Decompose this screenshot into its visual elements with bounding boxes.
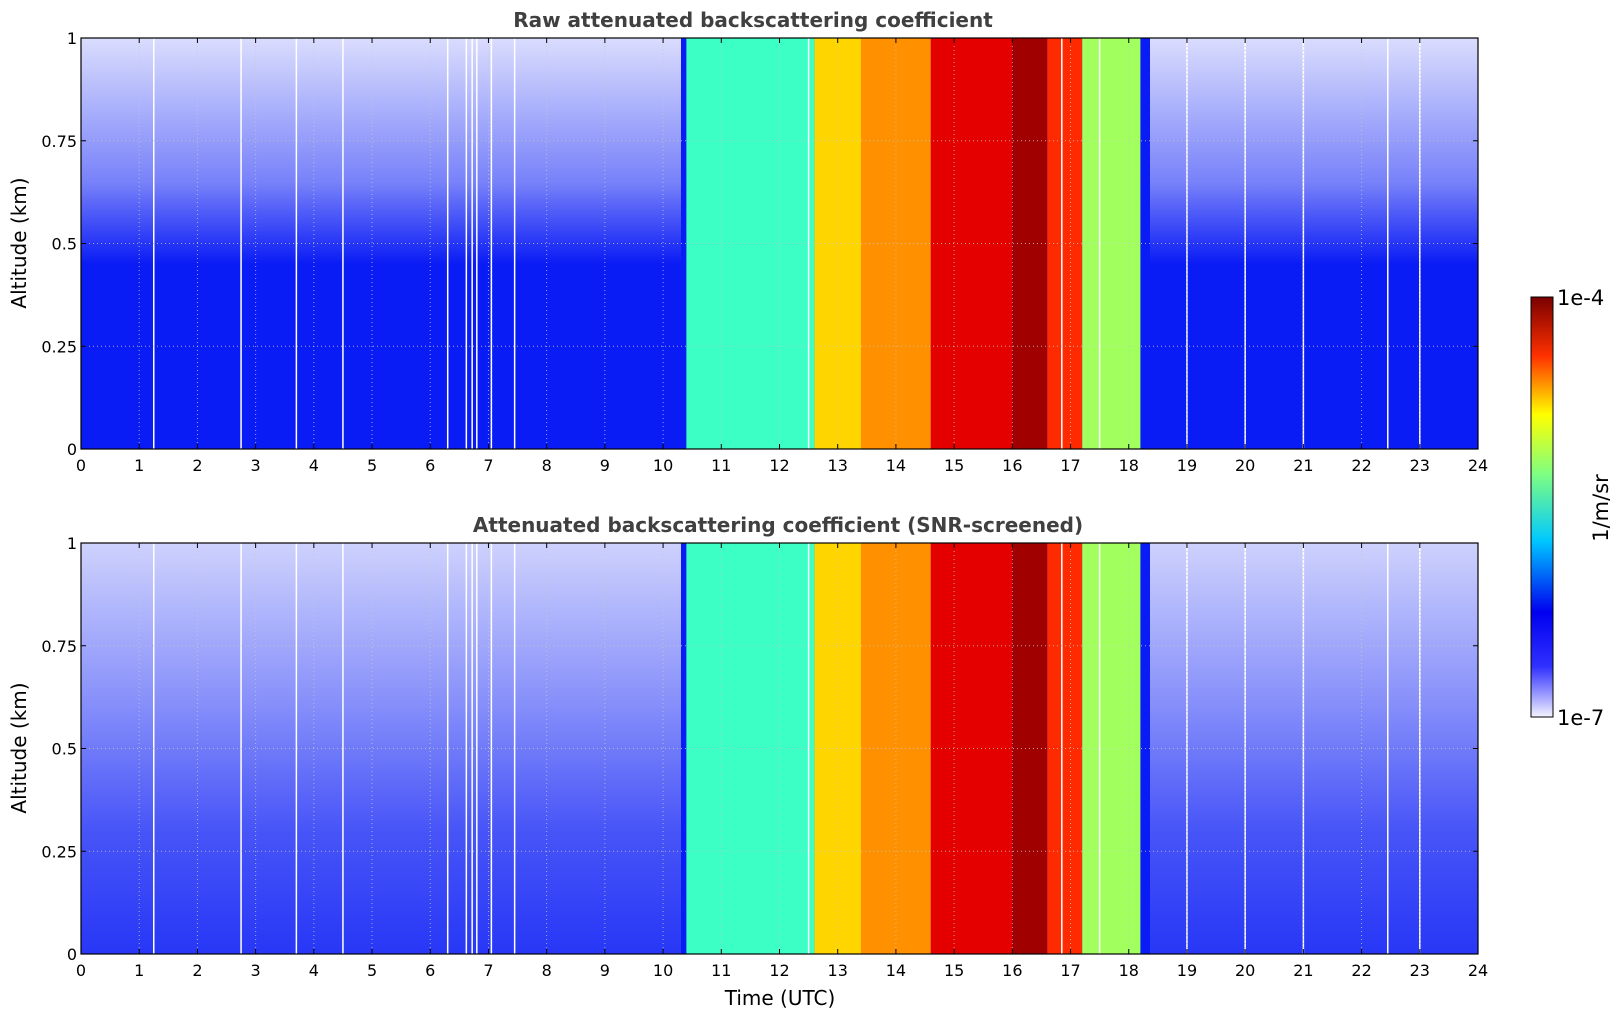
- y-tick-label: 0.5: [52, 740, 77, 759]
- cloud-layer-5: [1047, 543, 1083, 954]
- colorbar-min-label: 1e-7: [1557, 706, 1604, 730]
- x-tick-label: 7: [483, 456, 493, 475]
- x-tick-label: 0: [76, 961, 86, 980]
- x-tick-label: 21: [1293, 456, 1313, 475]
- panel-raw: Raw attenuated backscattering coefficien…: [7, 8, 1488, 475]
- y-tick-label: 0.25: [41, 337, 77, 356]
- x-tick-label: 11: [711, 961, 731, 980]
- x-tick-label: 3: [251, 961, 261, 980]
- x-tick-label: 4: [309, 961, 319, 980]
- x-tick-label: 14: [886, 456, 906, 475]
- x-tick-label: 6: [425, 961, 435, 980]
- x-tick-label: 13: [828, 456, 848, 475]
- x-tick-label: 19: [1177, 961, 1197, 980]
- x-tick-label: 0: [76, 456, 86, 475]
- x-tick-label: 8: [542, 456, 552, 475]
- x-tick-label: 4: [309, 456, 319, 475]
- x-tick-label: 2: [192, 456, 202, 475]
- panel-1-plot-area: [80, 37, 1479, 450]
- x-tick-label: 13: [828, 961, 848, 980]
- colorbar-gradient: [1530, 296, 1554, 718]
- x-tick-label: 16: [1002, 456, 1022, 475]
- colorbar: 1e-4 1e-7 1/m/sr: [1530, 286, 1613, 730]
- x-tick-label: 17: [1060, 961, 1080, 980]
- x-tick-label: 9: [600, 961, 610, 980]
- colorbar-unit-label: 1/m/sr: [1589, 474, 1613, 542]
- x-tick-label: 8: [542, 961, 552, 980]
- panel-1-x-ticks: 0 1 2 3 4 5 6 7 8 9 10 11 12 13 14 15 16 17 18 19 20 21 22 23 24: [76, 38, 1488, 475]
- x-tick-label: 12: [769, 456, 789, 475]
- x-tick-label: 2: [192, 961, 202, 980]
- panel-2-y-axis-label: Altitude (km): [7, 682, 31, 813]
- x-tick-label: 7: [483, 961, 493, 980]
- cloud-layer-6: [1082, 543, 1141, 954]
- cloud-layer-3: [930, 38, 1013, 449]
- x-tick-label: 24: [1468, 456, 1488, 475]
- panel-1-gridlines: [81, 38, 1478, 449]
- panel-2-plot-area: [80, 542, 1479, 955]
- x-tick-label: 24: [1468, 961, 1488, 980]
- x-tick-label: 23: [1410, 456, 1430, 475]
- x-tick-label: 5: [367, 961, 377, 980]
- y-tick-label: 0.75: [41, 637, 77, 656]
- cloud-layer-2: [860, 543, 931, 954]
- x-tick-label: 20: [1235, 961, 1255, 980]
- y-tick-label: 0: [67, 440, 77, 459]
- x-tick-label: 23: [1410, 961, 1430, 980]
- panel-2-x-ticks: 0 1 2 3 4 5 6 7 8 9 10 11 12 13 14 15 16 17 18 19 20 21 22 23 24: [76, 543, 1488, 980]
- x-tick-label: 6: [425, 456, 435, 475]
- y-tick-label: 0: [67, 945, 77, 964]
- x-tick-label: 9: [600, 456, 610, 475]
- x-tick-label: 15: [944, 456, 964, 475]
- cloud-layer-6: [1082, 38, 1141, 449]
- x-tick-label: 3: [251, 456, 261, 475]
- colorbar-max-label: 1e-4: [1557, 286, 1604, 310]
- x-tick-label: 11: [711, 456, 731, 475]
- x-tick-label: 21: [1293, 961, 1313, 980]
- x-tick-label: 10: [653, 456, 673, 475]
- x-axis-label: Time (UTC): [724, 986, 836, 1010]
- y-tick-label: 0.25: [41, 842, 77, 861]
- y-tick-label: 0.5: [52, 235, 77, 254]
- panel-2-title: Attenuated backscattering coefficient (S…: [473, 513, 1083, 537]
- cloud-layer-2: [860, 38, 931, 449]
- x-tick-label: 5: [367, 456, 377, 475]
- panel-1-y-axis-label: Altitude (km): [7, 177, 31, 308]
- y-tick-label: 1: [67, 29, 77, 48]
- x-tick-label: 18: [1119, 961, 1139, 980]
- x-tick-label: 14: [886, 961, 906, 980]
- x-tick-label: 20: [1235, 456, 1255, 475]
- panel-2-y-ticks: 0 0.25 0.5 0.75 1: [41, 534, 1478, 964]
- x-tick-label: 16: [1002, 961, 1022, 980]
- y-tick-label: 1: [67, 534, 77, 553]
- x-tick-label: 15: [944, 961, 964, 980]
- x-tick-label: 1: [134, 961, 144, 980]
- x-tick-label: 18: [1119, 456, 1139, 475]
- x-tick-label: 22: [1351, 456, 1371, 475]
- x-tick-label: 19: [1177, 456, 1197, 475]
- y-tick-label: 0.75: [41, 132, 77, 151]
- cloud-layer-5: [1047, 38, 1083, 449]
- x-tick-label: 12: [769, 961, 789, 980]
- panel-1-title: Raw attenuated backscattering coefficien…: [513, 8, 993, 32]
- x-tick-label: 1: [134, 456, 144, 475]
- panel-1-y-ticks: 0 0.25 0.5 0.75 1: [41, 29, 1478, 459]
- cloud-layer-3: [930, 543, 1013, 954]
- panel-2-gridlines: [81, 543, 1478, 954]
- panel-snr-screened: Attenuated backscattering coefficient (S…: [7, 513, 1488, 1010]
- x-tick-label: 10: [653, 961, 673, 980]
- x-tick-label: 22: [1351, 961, 1371, 980]
- x-tick-label: 17: [1060, 456, 1080, 475]
